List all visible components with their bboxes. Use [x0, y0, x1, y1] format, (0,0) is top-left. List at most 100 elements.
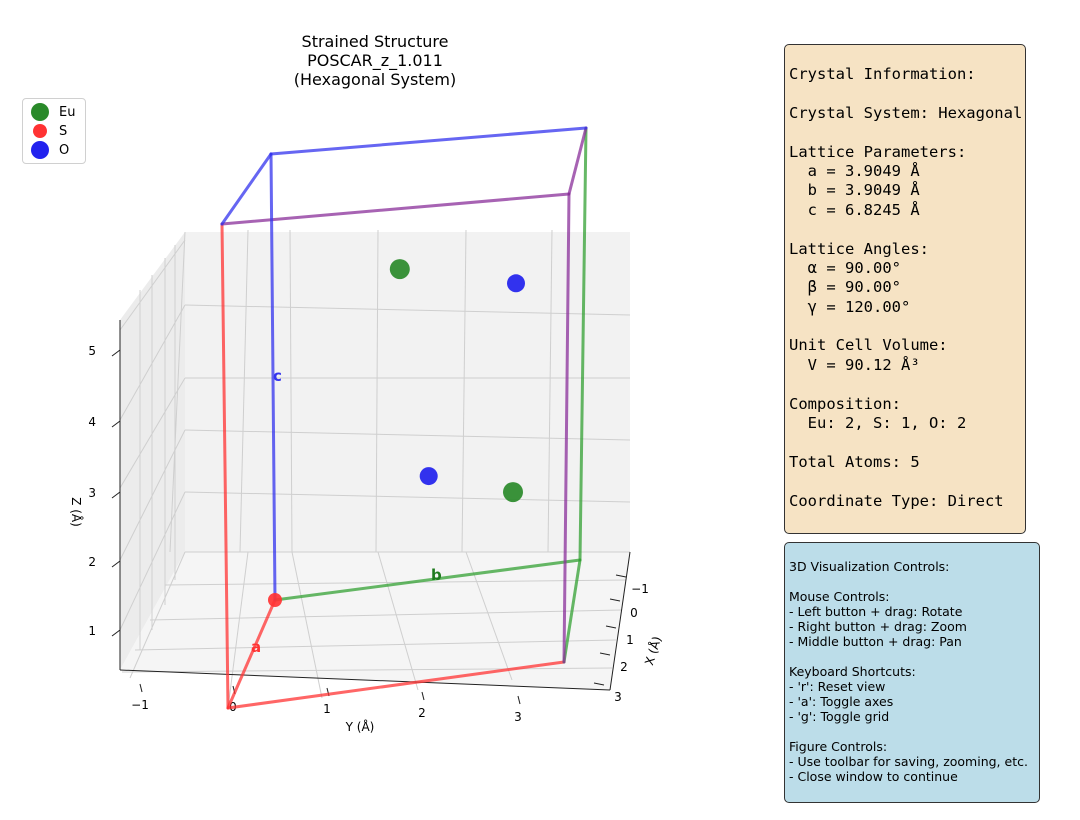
legend: Eu S O	[22, 98, 86, 164]
crystal-info-line: Composition:	[789, 394, 901, 413]
crystal-info-line: Lattice Angles:	[789, 239, 929, 258]
lattice-label-a: a	[251, 638, 261, 656]
controls-line: Mouse Controls:	[789, 589, 890, 604]
y-tick-mark	[421, 691, 425, 701]
chart-title: Strained Structure POSCAR_z_1.011 (Hexag…	[230, 32, 520, 89]
crystal-info-line: β = 90.00°	[789, 278, 901, 297]
controls-line: - Close window to continue	[789, 769, 958, 784]
grid-line	[547, 229, 553, 553]
z-tick-mark	[111, 491, 121, 499]
atoms	[268, 259, 525, 607]
x-tick-label: −1	[631, 582, 649, 596]
atom-eu	[389, 259, 410, 280]
crystal-info-line: a = 3.9049 Å	[789, 161, 920, 180]
z-tick-mark	[111, 349, 121, 357]
controls-line: Keyboard Shortcuts:	[789, 664, 916, 679]
x-axis-line	[609, 551, 631, 691]
crystal-info-line: V = 90.12 Å³	[789, 355, 920, 374]
controls-line: - 'r': Reset view	[789, 679, 886, 694]
controls-line: - 'g': Toggle grid	[789, 709, 890, 724]
controls-line: - Right button + drag: Zoom	[789, 619, 967, 634]
x-tick-label: 1	[626, 633, 634, 647]
unit-cell-edges: a b c	[220, 126, 588, 710]
controls-line: Figure Controls:	[789, 739, 888, 754]
x-tick-label: 3	[614, 690, 622, 704]
grid-line	[227, 551, 249, 709]
z-tick-label: 1	[88, 624, 96, 638]
crystal-info-line: Total Atoms: 5	[789, 452, 920, 471]
z-axis-title: Z (Å)	[69, 497, 84, 527]
lattice-label-c: c	[273, 367, 282, 385]
legend-entry-eu: Eu	[23, 102, 75, 122]
cell-edge-a-parallel	[226, 660, 566, 710]
crystal-info-line: α = 90.00°	[789, 258, 901, 277]
grid-line	[291, 551, 323, 699]
title-line-3: (Hexagonal System)	[293, 70, 457, 89]
controls-line	[789, 574, 1039, 589]
x-tick-mark	[609, 598, 621, 602]
crystal-info-line	[789, 317, 1025, 336]
grid-line	[239, 229, 249, 553]
legend-label-o: O	[59, 142, 70, 158]
grid-line	[169, 231, 186, 553]
crystal-info-line	[789, 220, 1025, 239]
controls-line: - 'a': Toggle axes	[789, 694, 894, 709]
x-tick-label: 0	[630, 606, 638, 620]
grid-line	[149, 609, 623, 621]
atom-o	[507, 274, 525, 293]
x-tick-mark	[605, 625, 617, 629]
cell-edge-top-ac	[220, 192, 571, 226]
legend-marker-eu	[31, 103, 49, 121]
controls-line: - Use toolbar for saving, zooming, etc.	[789, 754, 1028, 769]
z-tick-mark	[111, 560, 121, 568]
controls-line	[789, 724, 1039, 739]
crystal-info-line: Unit Cell Volume:	[789, 336, 948, 355]
x-axis-title: X (Å)	[641, 634, 664, 667]
legend-entry-s: S	[23, 121, 67, 141]
cell-edge-ab-vertical	[562, 192, 571, 664]
z-tick-label: 2	[88, 555, 96, 569]
crystal-info-line: c = 6.8245 Å	[789, 200, 920, 219]
title-line-2: POSCAR_z_1.011	[307, 51, 443, 70]
controls-line: - Middle button + drag: Pan	[789, 634, 962, 649]
grid-line	[184, 491, 631, 503]
lattice-vector-c	[269, 152, 277, 602]
grid-line	[129, 551, 186, 679]
y-tick-mark	[517, 695, 521, 705]
z-tick-label: 5	[88, 344, 96, 358]
grid-line	[184, 304, 631, 316]
y-tick-label: 2	[418, 706, 426, 720]
cell-edge-b-vertical	[578, 126, 588, 562]
y-axis-line	[119, 669, 611, 691]
controls-line: - Left button + drag: Rotate	[789, 604, 963, 619]
z-tick-mark	[111, 629, 121, 637]
crystal-information-box: Crystal Information: Crystal System: Hex…	[784, 44, 1026, 534]
legend-entry-o: O	[23, 140, 69, 160]
grid-line	[289, 229, 293, 553]
crystal-info-line: Lattice Parameters:	[789, 142, 967, 161]
crystal-info-line: b = 3.9049 Å	[789, 181, 920, 200]
legend-label-eu: Eu	[59, 104, 76, 120]
cell-edge-top-c-a	[220, 152, 273, 226]
x-tick-mark	[615, 574, 627, 578]
cell-edge-top-c-b	[269, 126, 588, 156]
x-tick-mark	[593, 682, 605, 686]
floor-pane	[120, 552, 630, 690]
z-tick-label: 4	[88, 415, 96, 429]
cell-edge-a-vertical	[220, 222, 230, 710]
legend-label-s: S	[59, 123, 68, 139]
x-tick-label: 2	[620, 660, 628, 674]
cell-edge-b-parallel	[562, 558, 582, 664]
controls-line	[789, 649, 1039, 664]
grid-line	[121, 667, 613, 673]
atom-o	[419, 467, 438, 486]
title-line-1: Strained Structure	[301, 32, 449, 51]
grid-line	[377, 551, 419, 691]
crystal-info-line	[789, 84, 1025, 103]
crystal-info-line	[789, 123, 1025, 142]
grid-line	[164, 579, 627, 586]
y-tick-label: 3	[514, 710, 522, 724]
grid-line	[134, 639, 617, 651]
legend-marker-s	[33, 124, 47, 138]
